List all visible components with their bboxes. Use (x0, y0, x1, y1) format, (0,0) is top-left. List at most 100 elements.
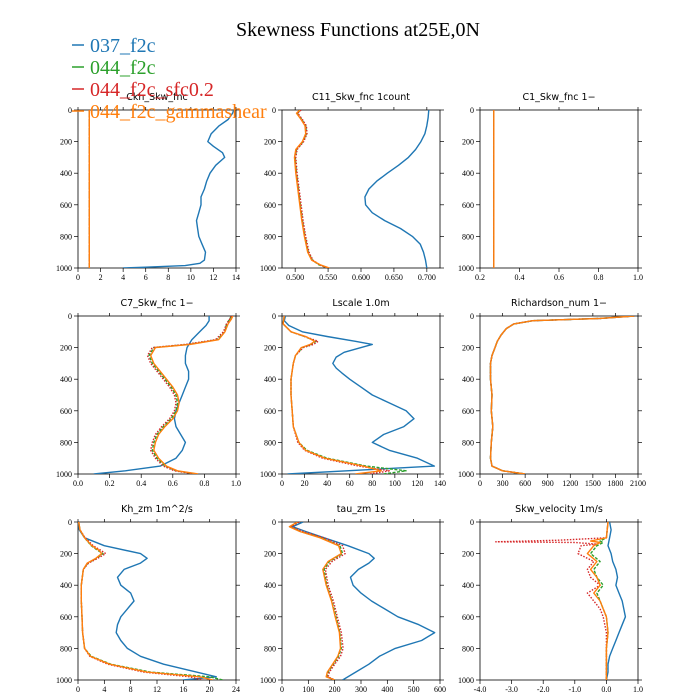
series-line-044-f2c-gammashear (489, 316, 635, 474)
panel-title: Skw_velocity 1m/s (515, 504, 603, 515)
panel-frame (479, 315, 639, 475)
x-tick-label: 0.600 (352, 273, 370, 282)
panel-series-group (78, 522, 223, 680)
panel-9: Skw_velocity 1m/s 0 200 400 600 800 1000-4.0 -3… (458, 504, 643, 694)
x-tick-label: 0.4 (136, 479, 146, 488)
x-tick-label: 14 (232, 273, 240, 282)
y-tick-label: 400 (462, 581, 474, 590)
x-tick-label: 0 (76, 273, 80, 282)
x-tick-label: -3.0 (505, 685, 518, 694)
y-tick-label: 1000 (260, 676, 276, 685)
y-tick-label: 400 (60, 375, 72, 384)
x-tick-label: -4.0 (474, 685, 487, 694)
panel-frame (77, 521, 237, 681)
x-tick-label: 20 (206, 685, 214, 694)
y-tick-label: 400 (60, 169, 72, 178)
y-tick-label: 600 (264, 613, 276, 622)
x-tick-label: 120 (411, 479, 423, 488)
x-tick-label: 0.0 (73, 479, 83, 488)
y-tick-label: 600 (60, 201, 72, 210)
y-tick-label: 0 (272, 518, 276, 527)
y-tick-label: 200 (462, 344, 474, 353)
y-tick-label: 1000 (260, 470, 276, 479)
x-tick-label: 0 (76, 685, 80, 694)
y-tick-label: 800 (462, 644, 474, 653)
x-tick-label: 1800 (607, 479, 623, 488)
x-tick-label: 500 (408, 685, 420, 694)
y-tick-label: 400 (60, 581, 72, 590)
x-tick-label: 0 (280, 479, 284, 488)
legend-label: 037_f2c (90, 35, 156, 57)
y-tick-label: 0 (272, 312, 276, 321)
legend: 037_f2c044_f2c044_f2c_sfc0.2044_f2c_gamm… (72, 35, 267, 123)
y-tick-label: 200 (462, 138, 474, 147)
x-tick-label: 4 (121, 273, 125, 282)
x-tick-label: 0.6 (168, 479, 178, 488)
y-tick-label: 400 (264, 169, 276, 178)
y-tick-label: 0 (68, 312, 72, 321)
x-tick-label: 140 (434, 479, 446, 488)
x-tick-label: 0.650 (385, 273, 403, 282)
x-tick-label: 1200 (562, 479, 578, 488)
series-line-044-f2c-sfc0-2 (495, 522, 609, 680)
panel-8: tau_zm 1s 0 200 400 600 800 1000 0 100 200 300 400 5… (260, 504, 446, 694)
x-tick-label: 0.2 (475, 273, 485, 282)
x-tick-label: 80 (368, 479, 376, 488)
series-line-044-f2c (148, 316, 232, 474)
panel-title: Richardson_num 1− (511, 298, 607, 309)
series-line-044-f2c-sfc0-2 (295, 110, 328, 268)
panel-title: Kh_zm 1m^2/s (121, 504, 193, 515)
x-tick-label: 12 (209, 273, 217, 282)
x-tick-label: 100 (389, 479, 401, 488)
y-tick-label: 1000 (56, 676, 72, 685)
y-tick-label: 600 (264, 407, 276, 416)
y-tick-label: 1000 (260, 264, 276, 273)
x-tick-label: 0.700 (418, 273, 436, 282)
x-tick-label: 0.550 (319, 273, 337, 282)
panel-frame (77, 315, 237, 475)
y-tick-label: 800 (264, 438, 276, 447)
x-tick-label: 2100 (630, 479, 646, 488)
series-line-044-f2c-gammashear (78, 522, 214, 680)
y-tick-label: 600 (60, 407, 72, 416)
x-tick-label: 12 (153, 685, 161, 694)
x-tick-label: 0 (478, 479, 482, 488)
y-tick-label: 1000 (56, 264, 72, 273)
panel-series-group (293, 110, 430, 268)
y-tick-label: 400 (264, 375, 276, 384)
series-line-044-f2c-gammashear (149, 316, 234, 474)
panel-series-group (282, 316, 436, 474)
series-line-044-f2c (289, 522, 344, 680)
y-tick-label: 800 (60, 438, 72, 447)
y-tick-label: 400 (462, 375, 474, 384)
x-tick-label: 2 (99, 273, 103, 282)
x-tick-label: 8 (129, 685, 133, 694)
y-tick-label: 600 (462, 407, 474, 416)
x-tick-label: 10 (187, 273, 195, 282)
series-line-037-f2c (123, 110, 235, 268)
y-tick-label: 200 (60, 550, 72, 559)
x-tick-label: 60 (346, 479, 354, 488)
series-line-044-f2c-sfc0-2 (146, 316, 232, 474)
y-tick-label: 200 (264, 550, 276, 559)
figure-title: Skewness Functions at25E,0N (236, 19, 480, 41)
panel-series-group (288, 522, 436, 680)
x-tick-label: 300 (355, 685, 367, 694)
series-line-037-f2c (78, 522, 218, 680)
series-line-044-f2c (489, 316, 635, 474)
y-tick-label: 800 (462, 438, 474, 447)
x-tick-label: 0.6 (554, 273, 564, 282)
x-tick-label: 400 (381, 685, 393, 694)
x-tick-label: 600 (434, 685, 446, 694)
panel-2: C11_Skw_fnc 1count 0 200 400 600 800 1000 0.500… (260, 92, 444, 282)
x-tick-label: 300 (497, 479, 509, 488)
y-tick-label: 0 (68, 518, 72, 527)
series-line-037-f2c (283, 316, 436, 474)
y-tick-label: 800 (60, 644, 72, 653)
panel-frame (479, 109, 639, 269)
y-tick-label: 0 (68, 106, 72, 115)
panel-title: Ckh_Skw_fnc (126, 92, 188, 103)
